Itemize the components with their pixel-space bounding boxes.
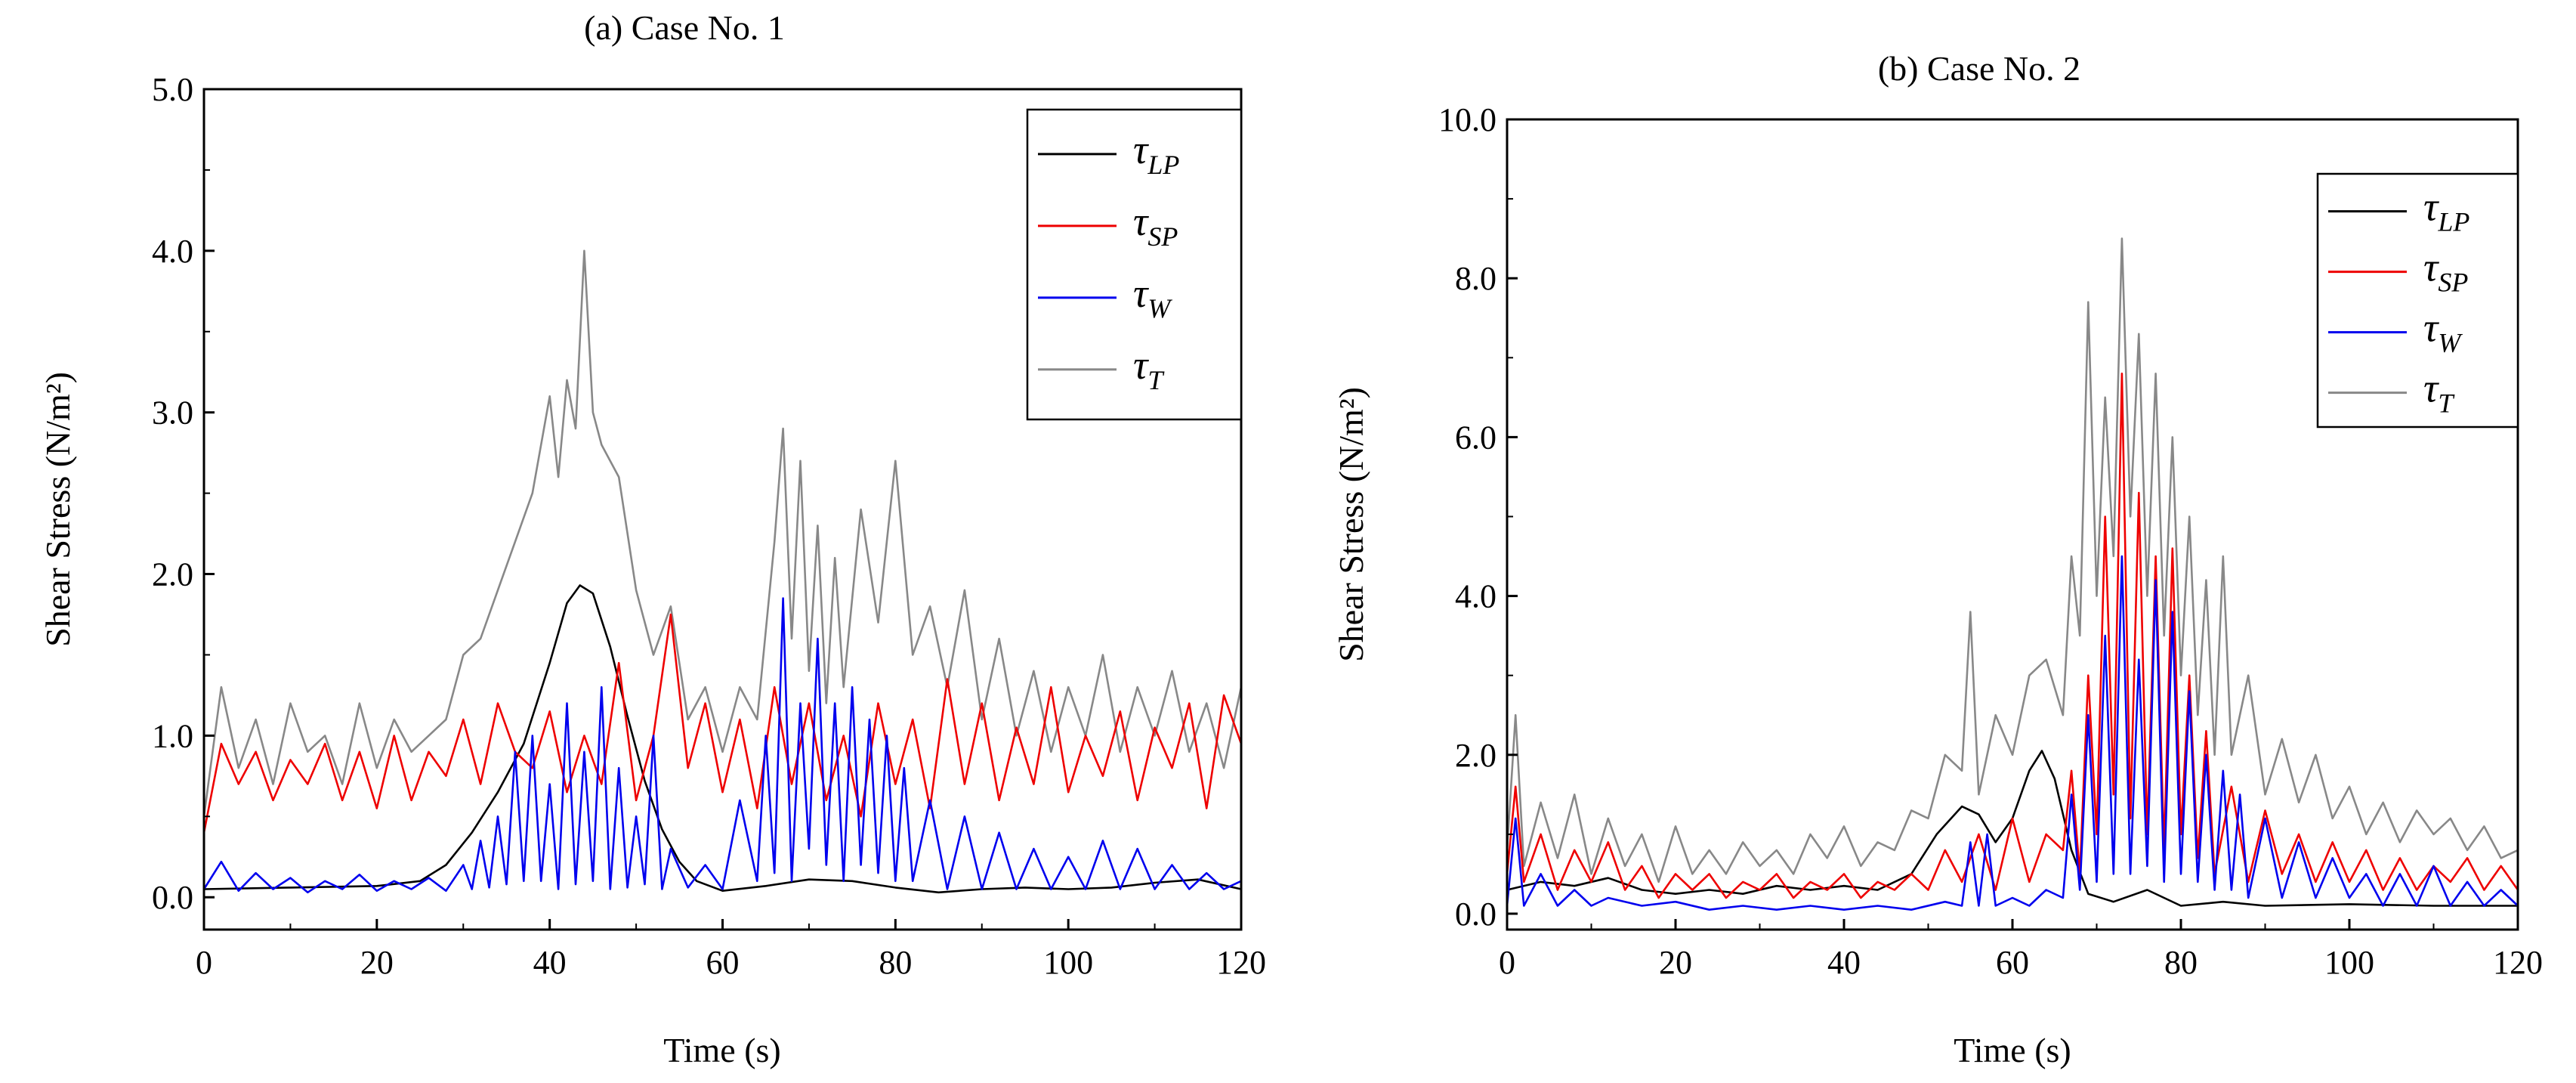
chart-b-xtick-label: 20 (1659, 944, 1692, 981)
chart-a-ytick-label: 0.0 (152, 879, 193, 916)
chart-a-ytick-label: 3.0 (152, 395, 193, 432)
chart-b-series-sp-line (1506, 372, 2519, 899)
chart-b-series-t-line (1506, 237, 2519, 883)
panel-b: (b) Case No. 2 0 20 40 60 80 100 120 0.0 2.0 4.0… (1332, 49, 2543, 1069)
chart-a-series-t-line (202, 249, 1243, 817)
chart-a-ytick-label: 4.0 (152, 233, 193, 270)
chart-a-legend: τLP τSP τW τT (1026, 108, 1243, 421)
chart-b-xtick-label: 80 (2164, 944, 2198, 981)
chart-b-ytick-label: 4.0 (1455, 578, 1496, 615)
chart-a-title: (a) Case No. 1 (584, 8, 785, 47)
chart-b-legend: τLP τSP τW τT (2316, 172, 2519, 429)
chart-a-xlabel: Time (s) (663, 1031, 781, 1069)
chart-b-ytick-label: 2.0 (1455, 737, 1496, 774)
chart-b-xtick-label: 120 (2493, 944, 2543, 981)
chart-b-series-lp-line (1506, 750, 2518, 907)
chart-b-legend-label-sp: τSP (2423, 245, 2468, 298)
chart-b-ylabel: Shear Stress (N/m²) (1332, 387, 1370, 662)
chart-a-legend-label-w: τW (1133, 271, 1172, 323)
chart-b-ytick-label: 8.0 (1455, 260, 1496, 297)
chart-a-legend-label-sp: τSP (1133, 199, 1178, 252)
chart-b-xtick-label: 60 (1996, 944, 2029, 981)
chart-a-x-axis: 0 20 40 60 80 100 120 (196, 919, 1266, 981)
chart-b-ytick-label: 10.0 (1438, 101, 1496, 138)
chart-b-legend-label-w: τW (2423, 305, 2463, 358)
chart-b-xlabel: Time (s) (1954, 1031, 2071, 1069)
chart-a-plot-area (202, 249, 1243, 894)
chart-a-xtick-label: 20 (360, 944, 394, 981)
chart-a-ytick-label: 5.0 (152, 71, 193, 108)
chart-b-title: (b) Case No. 2 (1878, 49, 2080, 88)
chart-a-legend-box (1026, 108, 1243, 421)
chart-b-series-w-line (1506, 555, 2519, 911)
chart-b-xtick-label: 100 (2324, 944, 2374, 981)
chart-a-ytick-label: 2.0 (152, 556, 193, 593)
chart-b-xtick-label: 40 (1827, 944, 1861, 981)
chart-a-xtick-label: 40 (533, 944, 567, 981)
chart-b-y-axis: 0.0 2.0 4.0 6.0 8.0 10.0 (1438, 101, 1518, 933)
chart-a-xtick-label: 60 (706, 944, 740, 981)
chart-b-ytick-label: 0.0 (1455, 896, 1496, 933)
chart-a-xtick-label: 80 (879, 944, 912, 981)
chart-b-plot-area (1506, 237, 2519, 911)
chart-a-y-axis: 0.0 1.0 2.0 3.0 4.0 5.0 (152, 71, 215, 916)
chart-a-ytick-label: 1.0 (152, 717, 193, 754)
chart-a-legend-label-lp: τLP (1133, 127, 1179, 180)
panel-a: (a) Case No. 1 0 20 40 60 80 100 120 0.0 1.0 2.0… (39, 8, 1266, 1069)
chart-a-ylabel: Shear Stress (N/m²) (39, 372, 77, 647)
chart-b-x-axis: 0 20 40 60 80 100 120 (1499, 919, 2543, 981)
chart-a-xtick-label: 0 (196, 944, 212, 981)
chart-a-series-lp-line (203, 584, 1242, 894)
chart-b-ytick-label: 6.0 (1455, 419, 1496, 456)
chart-a-xtick-label: 100 (1043, 944, 1093, 981)
chart-b-legend-label-lp: τLP (2423, 184, 2469, 237)
chart-a-legend-label-t: τT (1133, 342, 1165, 395)
chart-a-xtick-label: 120 (1216, 944, 1266, 981)
chart-a-series-w-line (202, 597, 1242, 894)
chart-b-legend-label-t: τT (2423, 366, 2455, 419)
chart-b-xtick-label: 0 (1499, 944, 1515, 981)
chart-b-legend-box (2316, 172, 2519, 429)
chart-a-series-sp-line (202, 613, 1243, 833)
